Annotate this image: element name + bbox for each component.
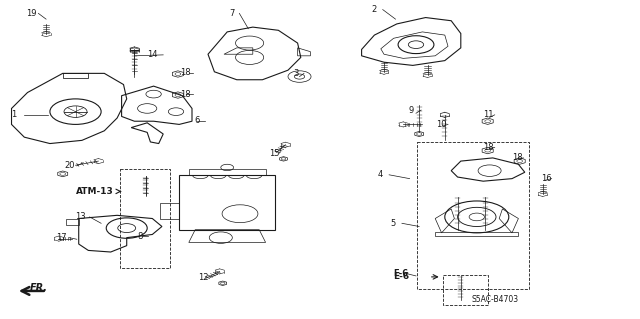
Text: 4: 4 bbox=[378, 170, 383, 179]
Text: FR.: FR. bbox=[30, 283, 48, 293]
Text: 2: 2 bbox=[371, 5, 376, 14]
Text: 19: 19 bbox=[26, 9, 36, 18]
Text: 8: 8 bbox=[138, 232, 143, 241]
Text: 15: 15 bbox=[269, 149, 279, 158]
Text: 5: 5 bbox=[390, 219, 396, 228]
Text: S5AC-B4703: S5AC-B4703 bbox=[471, 295, 518, 304]
Text: E-6: E-6 bbox=[394, 272, 410, 281]
Text: 18: 18 bbox=[180, 68, 191, 77]
Text: 11: 11 bbox=[483, 110, 493, 119]
Text: 17: 17 bbox=[56, 233, 67, 242]
Text: 9: 9 bbox=[408, 106, 413, 115]
Text: 13: 13 bbox=[76, 212, 86, 221]
Text: ATM-13: ATM-13 bbox=[76, 187, 113, 196]
Text: 3: 3 bbox=[293, 69, 298, 78]
Text: 14: 14 bbox=[147, 50, 157, 59]
Text: 18: 18 bbox=[512, 153, 523, 162]
Text: 6: 6 bbox=[194, 116, 199, 125]
Text: 10: 10 bbox=[436, 120, 447, 129]
Text: E-6: E-6 bbox=[394, 269, 409, 278]
Text: 20: 20 bbox=[64, 161, 74, 170]
Text: 18: 18 bbox=[483, 143, 494, 152]
Text: 7: 7 bbox=[229, 9, 234, 18]
Text: 18: 18 bbox=[180, 90, 191, 99]
Text: 16: 16 bbox=[541, 174, 552, 183]
Text: 12: 12 bbox=[198, 273, 209, 282]
Text: 1: 1 bbox=[12, 110, 17, 119]
